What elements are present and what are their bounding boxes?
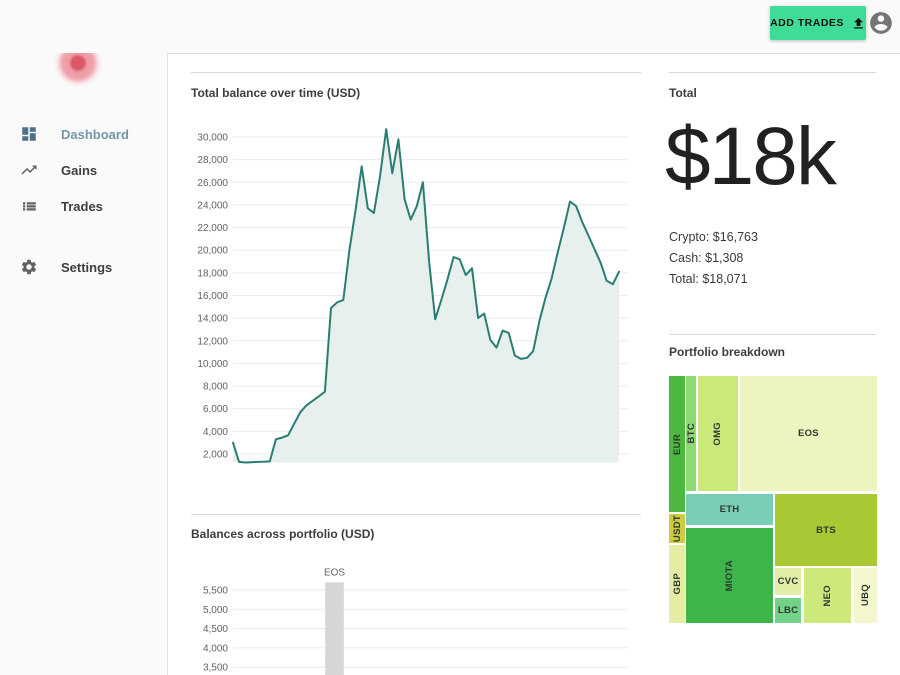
list-icon <box>23 202 36 211</box>
svg-text:6,000: 6,000 <box>203 404 228 415</box>
treemap-cell-usdt[interactable]: USDT <box>669 514 686 543</box>
treemap-cell-btc[interactable]: BTC <box>686 376 697 492</box>
portfolio-treemap: EUR USDT GBP BTC OMG EOS ETH MIOTA BTS CVC LBC NEO U… <box>669 376 877 623</box>
svg-text:18,000: 18,000 <box>197 268 228 279</box>
svg-text:4,000: 4,000 <box>203 643 228 654</box>
main-content: Total balance over time (USD) 2,000 4,000… <box>167 53 900 675</box>
treemap-cell-label: UBQ <box>859 584 871 607</box>
svg-text:2,000: 2,000 <box>203 450 228 461</box>
svg-text:3,500: 3,500 <box>203 663 228 674</box>
treemap-cell-label: BTC <box>686 423 697 444</box>
balance-over-time-chart: 2,000 4,000 6,000 8,000 10,000 12,000 14,000 16… <box>197 128 628 464</box>
treemap-cell-eth[interactable]: ETH <box>686 494 773 526</box>
gear-icon <box>21 259 37 275</box>
treemap-cell-label: EUR <box>671 433 683 455</box>
svg-text:4,000: 4,000 <box>203 427 228 438</box>
treemap-cell-label: EOS <box>797 428 819 440</box>
total-headline: $18k <box>665 111 837 202</box>
svg-text:10,000: 10,000 <box>197 359 228 370</box>
treemap-cell-ubq[interactable]: UBQ <box>853 567 877 623</box>
treemap-cell-lbc[interactable]: LBC <box>775 597 802 623</box>
trending-up-icon <box>21 165 37 175</box>
sidebar-item-label: Dashboard <box>61 126 129 142</box>
svg-text:5,500: 5,500 <box>203 586 228 597</box>
treemap-cell-eos[interactable]: EOS <box>739 376 877 492</box>
svg-text:20,000: 20,000 <box>197 246 228 257</box>
svg-text:26,000: 26,000 <box>197 178 228 189</box>
svg-text:8,000: 8,000 <box>203 382 228 393</box>
treemap-cell-label: GBP <box>671 573 683 595</box>
crypto-total: Crypto: $16,763 <box>669 230 758 244</box>
sidebar-item-dashboard[interactable]: Dashboard <box>0 116 167 152</box>
sidebar-item-label: Trades <box>61 198 103 214</box>
account-circle-icon[interactable] <box>868 10 894 36</box>
svg-text:22,000: 22,000 <box>197 223 228 234</box>
treemap-cell-label: USDT <box>671 514 683 543</box>
treemap-cell-gbp[interactable]: GBP <box>669 545 686 623</box>
add-trades-label: ADD TRADES <box>770 17 844 29</box>
svg-text:30,000: 30,000 <box>197 133 228 144</box>
divider <box>191 514 641 515</box>
divider <box>669 334 876 335</box>
treemap-cell-neo[interactable]: NEO <box>803 567 851 623</box>
sidebar-item-settings[interactable]: Settings <box>0 249 167 285</box>
topbar: ADD TRADES <box>0 0 900 53</box>
balance-chart-title: Total balance over time (USD) <box>191 86 361 100</box>
sidebar-item-label: Settings <box>61 259 113 275</box>
treemap-cell-miota[interactable]: MIOTA <box>686 527 773 623</box>
svg-text:24,000: 24,000 <box>197 200 228 211</box>
svg-text:4,500: 4,500 <box>203 624 228 635</box>
divider <box>191 72 641 73</box>
treemap-cell-label: MIOTA <box>724 559 736 592</box>
svg-text:14,000: 14,000 <box>197 314 228 325</box>
treemap-cell-label: OMG <box>712 421 724 446</box>
treemap-cell-label: BTS <box>816 524 836 536</box>
sidebar-item-trades[interactable]: Trades <box>0 188 167 224</box>
upload-icon <box>854 17 863 28</box>
treemap-cell-bts[interactable]: BTS <box>775 494 877 566</box>
treemap-cell-label: NEO <box>821 584 833 607</box>
grand-total: Total: $18,071 <box>669 272 748 286</box>
svg-text:28,000: 28,000 <box>197 155 228 166</box>
svg-text:5,000: 5,000 <box>203 605 228 616</box>
treemap-cell-label: CVC <box>777 575 799 587</box>
svg-text:16,000: 16,000 <box>197 291 228 302</box>
sidebar-item-gains[interactable]: Gains <box>0 152 167 188</box>
svg-text:EOS: EOS <box>324 567 345 578</box>
sidebar-item-label: Gains <box>61 162 98 178</box>
balances-chart-title: Balances across portfolio (USD) <box>191 527 375 541</box>
breakdown-section-title: Portfolio breakdown <box>669 345 786 359</box>
treemap-cell-cvc[interactable]: CVC <box>775 567 802 595</box>
sidebar: Dashboard Gains Trades Settings <box>0 0 167 675</box>
treemap-cell-label: LBC <box>777 604 799 616</box>
balances-across-portfolio-chart: 5,500 5,000 4,500 4,000 3,500 EOS <box>203 567 628 675</box>
treemap-cell-omg[interactable]: OMG <box>697 376 738 492</box>
divider <box>669 72 876 73</box>
total-section-title: Total <box>669 86 697 100</box>
treemap-cell-eur[interactable]: EUR <box>669 376 686 513</box>
svg-text:12,000: 12,000 <box>197 336 228 347</box>
cash-total: Cash: $1,308 <box>669 251 744 265</box>
dashboard-icon <box>22 127 36 141</box>
add-trades-button[interactable]: ADD TRADES <box>770 6 866 40</box>
treemap-cell-label: ETH <box>719 504 740 516</box>
